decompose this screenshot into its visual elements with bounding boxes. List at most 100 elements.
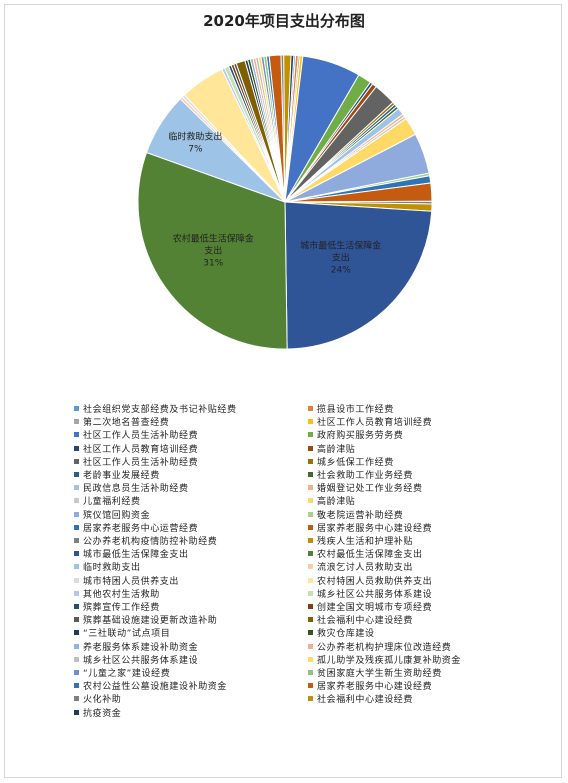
legend-entry: 临时救助支出 [74,560,141,573]
legend-swatch [74,617,79,623]
legend-label: 城乡社区公共服务体系建设 [83,655,199,666]
legend-swatch [308,472,313,477]
legend-entry: 高龄津贴 [308,494,355,507]
legend-swatch [74,524,79,530]
legend-swatch [308,617,313,623]
legend-entry: 公办养老机构疫情防控补助经费 [74,534,218,547]
legend-swatch [308,498,313,504]
legend-swatch [74,643,79,649]
legend-entry: 社区工作人员生活补助经费 [74,428,199,442]
legend-label: 社区工作人员生活补助经费 [83,431,199,442]
legend-label: 社区工作人员教育培训经费 [317,418,433,429]
legend-swatch [308,406,313,411]
legend-swatch [308,524,313,530]
legend-label: 第二次地名普查经费 [83,418,170,429]
slice-data-label: 城市最低生活保障金支出 24% [300,240,381,276]
legend-swatch [74,419,79,425]
legend-label: 老龄事业发展经费 [83,471,160,481]
legend-label: 孤儿助学及残疾孤儿康复补助资金 [317,655,462,666]
legend-label: 公办养老机构疫情防控补助经费 [83,537,218,547]
legend-label: 公办养老机构护理床位改造经费 [317,642,452,653]
legend-swatch [74,590,79,596]
legend-swatch [74,432,79,438]
legend-entry: 救灾仓库建设 [308,626,375,640]
legend-label: 城市特困人员供养支出 [83,576,180,587]
legend-swatch [74,696,79,702]
legend-label: 救灾仓库建设 [317,629,375,640]
legend-swatch [74,630,79,636]
pie-slice [284,54,295,203]
legend-swatch [308,683,313,689]
legend-label: 城市最低生活保障金支出 [83,550,189,561]
legend-swatch [74,538,79,543]
legend-label: 敬老院运营补助经费 [317,510,404,521]
legend-label: 城乡社区公共服务体系建设 [317,589,433,600]
legend-swatch [74,709,79,715]
legend-swatch [74,472,79,477]
pie-slice [137,151,288,350]
legend-label: 殡仪馆回购资金 [83,510,151,521]
legend-swatch [308,696,313,702]
legend-entry: 公办养老机构护理床位改造经费 [308,640,452,653]
legend-label: 民政信息员生活补助经费 [83,484,189,495]
legend-entry: 揽县设市工作经费 [308,402,394,415]
legend-entry: 高龄津贴 [308,442,355,455]
legend-label: 殡葬基础设施建设更新改造补助 [83,616,218,627]
legend-swatch [308,630,313,636]
slice-data-label: 农村最低生活保障金支出 31% [173,232,254,268]
legend-label: 社会福利中心建设经费 [317,616,414,627]
legend-swatch [308,538,313,543]
legend-swatch [308,670,313,675]
legend-swatch [74,577,79,583]
legend-entry: “儿童之家”建设经费 [74,666,171,679]
legend-swatch [74,604,79,609]
legend-label: “三社联动”试点项目 [83,629,171,640]
legend-entry: 婚姻登记处工作业务经费 [308,481,423,494]
legend-entry: 流浪乞讨人员救助支出 [308,560,414,574]
legend-entry: 社区工作人员生活补助经费 [74,455,198,468]
legend-swatch [74,656,79,662]
legend-label: “儿童之家”建设经费 [83,669,171,679]
chart-frame [4,4,562,778]
chart-title: 2020年项目支出分布图 [203,12,365,30]
legend-swatch [308,445,313,451]
legend-entry: 其他农村生活救助 [74,587,160,600]
legend-label: 火化补助 [83,695,122,706]
legend-label: 农村公益性公墓设施建设补助资金 [83,682,228,693]
legend-entry: 第二次地名普查经费 [74,415,170,429]
legend-label: 流浪乞讨人员救助支出 [317,563,414,574]
legend-entry: 社会福利中心建设经费 [308,692,414,706]
legend-entry: 城市特困人员供养支出 [74,574,180,587]
legend-entry: “三社联动”试点项目 [74,626,171,640]
legend-entry: 火化补助 [74,692,122,706]
legend-label: 居家养老服务中心建设经费 [317,523,433,534]
legend-entry: 社会福利中心建设经费 [308,613,414,627]
legend-entry: 政府购买服务劳务费 [308,428,403,441]
legend-entry: 农村最低生活保障金支出 [308,547,423,560]
legend-entry: 殡葬宣传工作经费 [74,600,160,613]
legend-label: 残疾人生活和护理补贴 [317,537,414,547]
legend-swatch [74,683,79,689]
legend-swatch [74,406,79,411]
legend-entry: 居家养老服务中心建设经费 [308,679,432,692]
legend-entry: 老龄事业发展经费 [74,468,160,481]
legend-swatch [308,590,313,596]
legend-entry: 养老服务体系建设补助资金 [74,640,199,653]
legend-entry: 敬老院运营补助经费 [308,508,404,521]
legend-label: 揽县设市工作经费 [317,405,394,415]
legend-swatch [74,458,79,464]
legend-label: 社会福利中心建设经费 [317,695,414,706]
legend-label: 贫困家庭大学生新生资助经费 [317,669,442,679]
legend-swatch [308,511,313,517]
legend-label: 城乡低保工作经费 [317,457,394,468]
legend-label: 养老服务体系建设补助资金 [83,642,199,653]
legend-entry: 贫困家庭大学生新生资助经费 [308,666,442,679]
legend-swatch [308,604,313,609]
legend-swatch [308,656,313,662]
legend-swatch [74,445,79,451]
legend-label: 创建全国文明城市专项经费 [317,603,433,613]
legend-swatch [308,432,313,438]
legend-swatch [74,551,79,557]
legend-swatch [74,670,79,675]
legend-entry: 儿童福利经费 [74,494,141,507]
